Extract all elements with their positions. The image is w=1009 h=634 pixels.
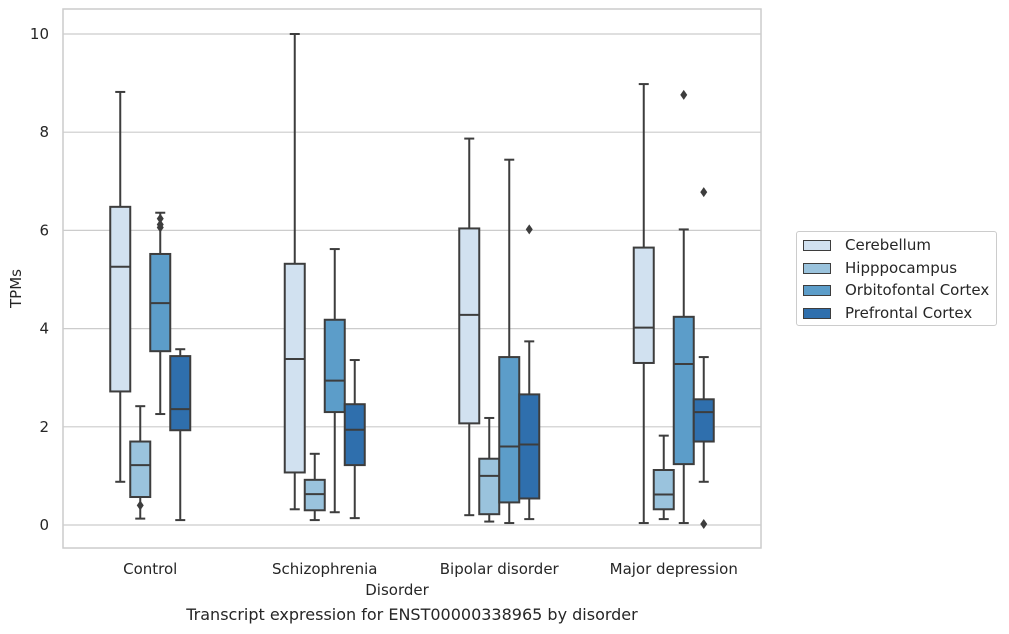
- box-prefrontal-cortex: [343, 359, 366, 520]
- legend-item-cerebellum: Cerebellum: [803, 235, 931, 255]
- box-iqr: [498, 356, 521, 504]
- legend-swatch-orbitofrontal-cortex: [803, 284, 831, 296]
- y-tick-label: 6: [39, 221, 49, 239]
- outlier-point: [156, 213, 164, 224]
- box-hipppocampus: [652, 434, 675, 521]
- outlier-point: [700, 519, 708, 530]
- box-orbitofontal-cortex: [498, 158, 521, 525]
- box-hipppocampus: [478, 416, 501, 523]
- legend-label-hippocampus: Hipppocampus: [845, 259, 958, 277]
- box-cerebellum: [632, 83, 655, 525]
- x-axis-label: Disorder: [365, 581, 429, 599]
- box-iqr: [458, 227, 481, 425]
- box-iqr: [283, 262, 306, 474]
- y-tick-label: 0: [39, 516, 49, 534]
- legend-item-prefrontal-cortex: Prefrontal Cortex: [803, 303, 972, 323]
- y-axis-ticks: 0 2 4 6 8 10: [30, 25, 49, 534]
- box-cerebellum: [283, 33, 306, 511]
- legend-label-cerebellum: Cerebellum: [845, 236, 931, 254]
- box-iqr: [323, 318, 346, 414]
- y-tick-label: 2: [39, 418, 49, 436]
- y-tick-label: 10: [30, 25, 49, 43]
- plot-area-frame: [62, 8, 762, 549]
- box-iqr: [692, 398, 715, 443]
- legend-swatch-hippocampus: [803, 262, 831, 274]
- x-axis-ticks: Control Schizophrenia Bipolar disorder Majo…: [123, 560, 738, 578]
- legend: Cerebellum Hipppocampus Orbitofontal Cor…: [796, 231, 997, 326]
- outlier-point: [700, 187, 708, 198]
- x-tick-label: Schizophrenia: [272, 560, 377, 578]
- box-cerebellum: [458, 137, 481, 517]
- x-tick-label: Bipolar disorder: [440, 560, 560, 578]
- box-iqr: [518, 393, 541, 500]
- box-iqr: [343, 403, 366, 467]
- box-orbitofontal-cortex: [323, 248, 346, 514]
- box-iqr: [109, 205, 132, 393]
- chart-caption: Transcript expression for ENST0000033896…: [186, 605, 638, 624]
- outlier-point: [525, 224, 533, 235]
- box-orbitofontal-cortex: [149, 211, 172, 416]
- outlier-point: [136, 500, 144, 511]
- boxplot-chart: 0 2 4 6 8 10 Control Schizophrenia Bipolar diso…: [7, 8, 762, 599]
- box-iqr: [129, 440, 152, 499]
- legend-label-prefrontal-cortex: Prefrontal Cortex: [845, 304, 973, 322]
- box-prefrontal-cortex: [169, 348, 192, 522]
- legend-label-orbitofrontal-cortex: Orbitofontal Cortex: [845, 281, 990, 299]
- x-tick-label: Major depression: [610, 560, 738, 578]
- y-tick-label: 4: [39, 320, 49, 338]
- box-orbitofontal-cortex: [672, 89, 695, 525]
- box-prefrontal-cortex: [518, 224, 541, 521]
- box-iqr: [652, 469, 675, 511]
- box-hipppocampus: [303, 452, 326, 522]
- box-iqr: [478, 457, 501, 516]
- y-axis-label: TPMs: [7, 269, 25, 309]
- x-tick-label: Control: [123, 560, 177, 578]
- outlier-point: [680, 89, 688, 100]
- box-cerebellum: [109, 90, 132, 483]
- box-hipppocampus: [129, 405, 152, 520]
- box-iqr: [632, 246, 655, 364]
- legend-item-orbitofrontal-cortex: Orbitofontal Cortex: [803, 280, 989, 300]
- box-iqr: [672, 315, 695, 466]
- box-prefrontal-cortex: [692, 187, 715, 530]
- box-iqr: [169, 355, 192, 432]
- legend-swatch-cerebellum: [803, 239, 831, 251]
- legend-swatch-prefrontal-cortex: [803, 307, 831, 319]
- box-series: [109, 33, 715, 530]
- legend-item-hippocampus: Hipppocampus: [803, 258, 957, 278]
- y-tick-label: 8: [39, 123, 49, 141]
- outlier-point: [156, 219, 164, 230]
